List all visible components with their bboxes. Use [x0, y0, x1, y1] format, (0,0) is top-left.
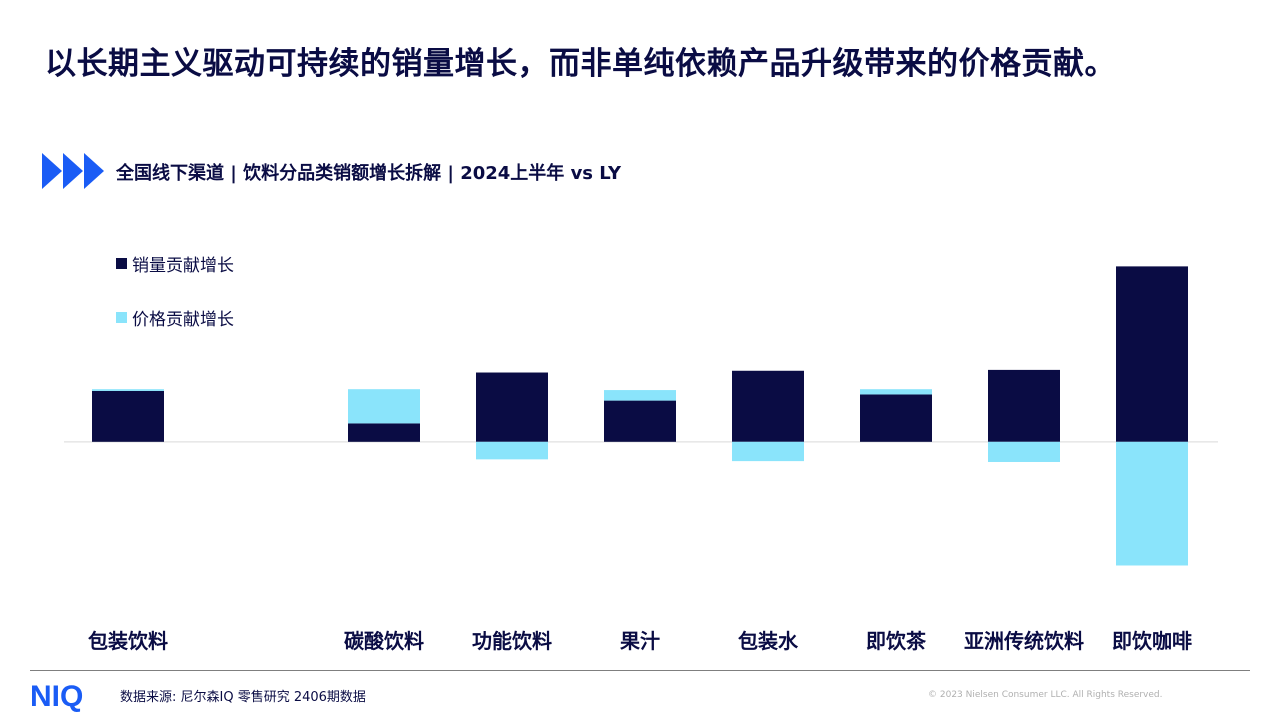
triple-chevron-right-icon: [42, 153, 104, 189]
legend-item-price: 价格贡献增长: [116, 304, 234, 330]
bar-volume-5: [732, 370, 804, 442]
bar-volume-8: [1116, 266, 1188, 442]
legend-label-price: 价格贡献增长: [132, 309, 234, 330]
bar-volume-6: [860, 394, 932, 442]
bar-volume-3: [476, 372, 548, 442]
logo-text: NIQ: [30, 680, 83, 712]
category-label-4: 果汁: [620, 629, 660, 653]
category-label-7: 亚洲传统饮料: [964, 629, 1084, 653]
stacked-bar-chart: 包装饮料 碳酸饮料 功能饮料 果汁 包装水 即饮茶 亚洲传统饮料 即饮咖啡: [64, 266, 1218, 653]
category-label-2: 碳酸饮料: [344, 629, 424, 653]
bar-price-6: [860, 389, 932, 395]
chart-legend: 销量贡献增长 价格贡献增长: [116, 250, 234, 358]
copyright-note: © 2023 Nielsen Consumer LLC. All Rights …: [928, 690, 1163, 700]
category-label-8: 即饮咖啡: [1112, 629, 1192, 653]
bar-volume-0: [92, 390, 164, 442]
bar-volume-2: [348, 423, 420, 442]
legend-item-volume: 销量贡献增长: [116, 250, 234, 276]
chart-subtitle: 全国线下渠道 | 饮料分品类销额增长拆解 | 2024上半年 vs LY: [116, 163, 621, 184]
page-headline: 以长期主义驱动可持续的销量增长，而非单纯依赖产品升级带来的价格贡献。: [45, 46, 1116, 82]
category-label-0: 包装饮料: [88, 629, 168, 653]
legend-swatch-price: [116, 311, 127, 323]
bar-volume-7: [988, 369, 1060, 442]
category-label-3: 功能饮料: [472, 629, 552, 653]
bar-volume-4: [604, 400, 676, 442]
bar-price-8: [1116, 441, 1188, 566]
legend-swatch-volume: [116, 257, 127, 269]
category-label-5: 包装水: [738, 629, 799, 653]
data-source-note: 数据来源: 尼尔森IQ 零售研究 2406期数据: [120, 690, 366, 705]
bar-price-4: [604, 390, 676, 401]
legend-label-volume: 销量贡献增长: [132, 255, 234, 276]
bar-price-7: [988, 441, 1060, 462]
bar-price-5: [732, 441, 804, 462]
category-label-6: 即饮茶: [866, 629, 927, 653]
bar-price-2: [348, 389, 420, 424]
footer-divider: [30, 670, 1250, 671]
niq-logo: NIQ: [30, 680, 83, 712]
bar-price-3: [476, 441, 548, 460]
bar-price-0: [92, 389, 164, 391]
